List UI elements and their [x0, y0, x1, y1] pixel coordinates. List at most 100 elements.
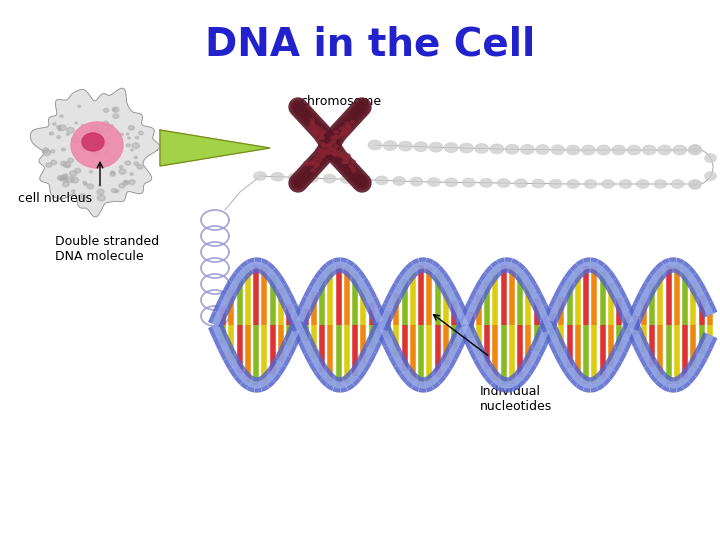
Ellipse shape — [342, 157, 346, 160]
Ellipse shape — [137, 165, 143, 169]
Ellipse shape — [347, 125, 351, 127]
Ellipse shape — [551, 145, 564, 155]
Ellipse shape — [348, 129, 352, 131]
Ellipse shape — [654, 179, 667, 188]
Ellipse shape — [63, 162, 71, 167]
Ellipse shape — [584, 179, 597, 188]
Ellipse shape — [343, 155, 347, 158]
Ellipse shape — [130, 149, 133, 151]
Ellipse shape — [315, 133, 318, 136]
Ellipse shape — [115, 190, 119, 192]
Ellipse shape — [305, 163, 309, 166]
Ellipse shape — [567, 179, 580, 188]
Ellipse shape — [89, 171, 93, 173]
Ellipse shape — [315, 125, 319, 128]
Ellipse shape — [112, 188, 117, 193]
Ellipse shape — [60, 175, 66, 179]
Ellipse shape — [84, 183, 87, 186]
Ellipse shape — [343, 160, 347, 163]
Ellipse shape — [330, 147, 333, 150]
Ellipse shape — [657, 145, 672, 155]
Ellipse shape — [343, 130, 346, 133]
Ellipse shape — [59, 177, 64, 181]
Ellipse shape — [306, 173, 319, 183]
Ellipse shape — [66, 133, 69, 136]
Ellipse shape — [310, 122, 314, 124]
Text: Double stranded
DNA molecule: Double stranded DNA molecule — [55, 235, 159, 263]
Ellipse shape — [79, 194, 86, 199]
Ellipse shape — [428, 178, 441, 186]
Text: chromosome: chromosome — [300, 95, 381, 108]
Ellipse shape — [134, 162, 139, 166]
Ellipse shape — [81, 148, 84, 151]
Ellipse shape — [340, 152, 343, 155]
Ellipse shape — [358, 176, 371, 184]
Ellipse shape — [314, 158, 318, 161]
Ellipse shape — [104, 151, 108, 153]
Ellipse shape — [334, 145, 338, 147]
Ellipse shape — [320, 137, 324, 140]
Ellipse shape — [315, 154, 320, 157]
Ellipse shape — [398, 141, 413, 151]
Ellipse shape — [346, 122, 349, 125]
Ellipse shape — [316, 138, 320, 141]
Ellipse shape — [53, 123, 56, 125]
Ellipse shape — [101, 141, 108, 147]
Ellipse shape — [288, 173, 301, 182]
Ellipse shape — [314, 165, 318, 168]
Ellipse shape — [352, 169, 356, 172]
Ellipse shape — [316, 163, 320, 166]
Ellipse shape — [132, 143, 140, 148]
Ellipse shape — [351, 167, 355, 171]
Ellipse shape — [318, 158, 322, 161]
Ellipse shape — [119, 169, 126, 174]
Ellipse shape — [351, 160, 356, 163]
Ellipse shape — [392, 177, 405, 185]
Ellipse shape — [343, 133, 348, 136]
Ellipse shape — [368, 140, 382, 150]
Ellipse shape — [310, 123, 315, 126]
Ellipse shape — [532, 179, 545, 188]
Ellipse shape — [338, 136, 343, 138]
Ellipse shape — [123, 180, 129, 185]
Ellipse shape — [313, 161, 318, 165]
Ellipse shape — [323, 152, 327, 156]
Ellipse shape — [63, 179, 68, 182]
Ellipse shape — [705, 172, 716, 180]
Ellipse shape — [337, 151, 341, 154]
Polygon shape — [30, 88, 160, 217]
Ellipse shape — [346, 154, 350, 157]
Ellipse shape — [125, 161, 130, 165]
Ellipse shape — [328, 143, 331, 146]
Ellipse shape — [129, 180, 135, 185]
Ellipse shape — [92, 149, 100, 155]
Ellipse shape — [321, 154, 325, 158]
Ellipse shape — [688, 145, 702, 155]
Ellipse shape — [343, 126, 347, 129]
Ellipse shape — [71, 177, 78, 183]
Ellipse shape — [58, 176, 63, 180]
Ellipse shape — [474, 144, 489, 153]
Ellipse shape — [414, 141, 428, 152]
Ellipse shape — [320, 131, 323, 134]
Ellipse shape — [50, 132, 53, 135]
Ellipse shape — [332, 140, 336, 144]
Ellipse shape — [333, 154, 338, 157]
Ellipse shape — [323, 144, 327, 147]
Ellipse shape — [103, 122, 109, 126]
Ellipse shape — [566, 145, 580, 155]
Ellipse shape — [334, 131, 338, 134]
Ellipse shape — [343, 130, 347, 133]
Ellipse shape — [327, 145, 330, 148]
Polygon shape — [160, 130, 270, 166]
Ellipse shape — [330, 141, 333, 145]
Text: DNA in the Cell: DNA in the Cell — [205, 25, 535, 63]
Ellipse shape — [63, 174, 68, 177]
Ellipse shape — [113, 114, 119, 118]
Ellipse shape — [672, 145, 687, 155]
Ellipse shape — [312, 132, 316, 135]
Ellipse shape — [597, 145, 611, 155]
Ellipse shape — [347, 126, 351, 129]
Ellipse shape — [311, 169, 315, 172]
Ellipse shape — [346, 130, 351, 133]
